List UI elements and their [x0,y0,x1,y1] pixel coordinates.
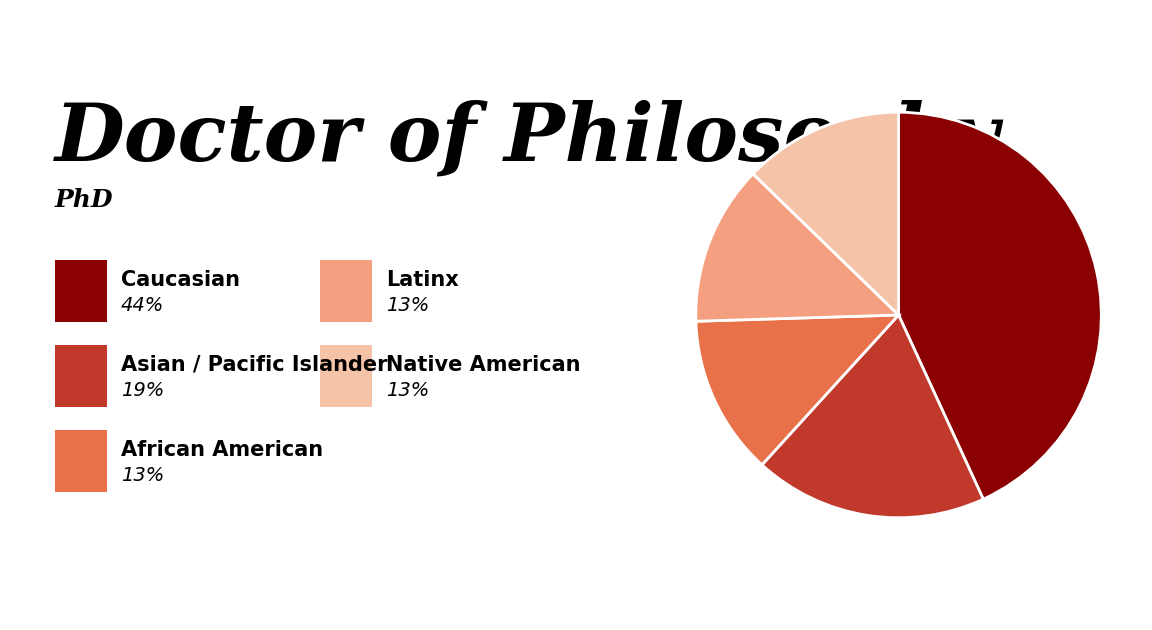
Text: Native American: Native American [386,355,581,375]
Wedge shape [696,174,899,321]
Text: Asian / Pacific Islander: Asian / Pacific Islander [121,355,387,375]
Wedge shape [761,315,984,518]
Text: 44%: 44% [121,296,165,315]
Wedge shape [753,112,899,315]
Bar [55,430,107,492]
Text: Doctor of Philosophy: Doctor of Philosophy [55,100,1000,179]
Wedge shape [899,112,1101,499]
Text: PhD: PhD [55,188,114,212]
Bar [320,260,372,322]
Bar [55,345,107,407]
Text: Caucasian: Caucasian [121,270,240,290]
Text: Latinx: Latinx [386,270,458,290]
Text: 13%: 13% [386,296,430,315]
Bar [320,345,372,407]
Text: 19%: 19% [121,381,165,400]
Wedge shape [696,315,899,465]
Text: 13%: 13% [121,466,165,485]
Text: African American: African American [121,440,323,460]
Text: 13%: 13% [386,381,430,400]
Bar [55,260,107,322]
